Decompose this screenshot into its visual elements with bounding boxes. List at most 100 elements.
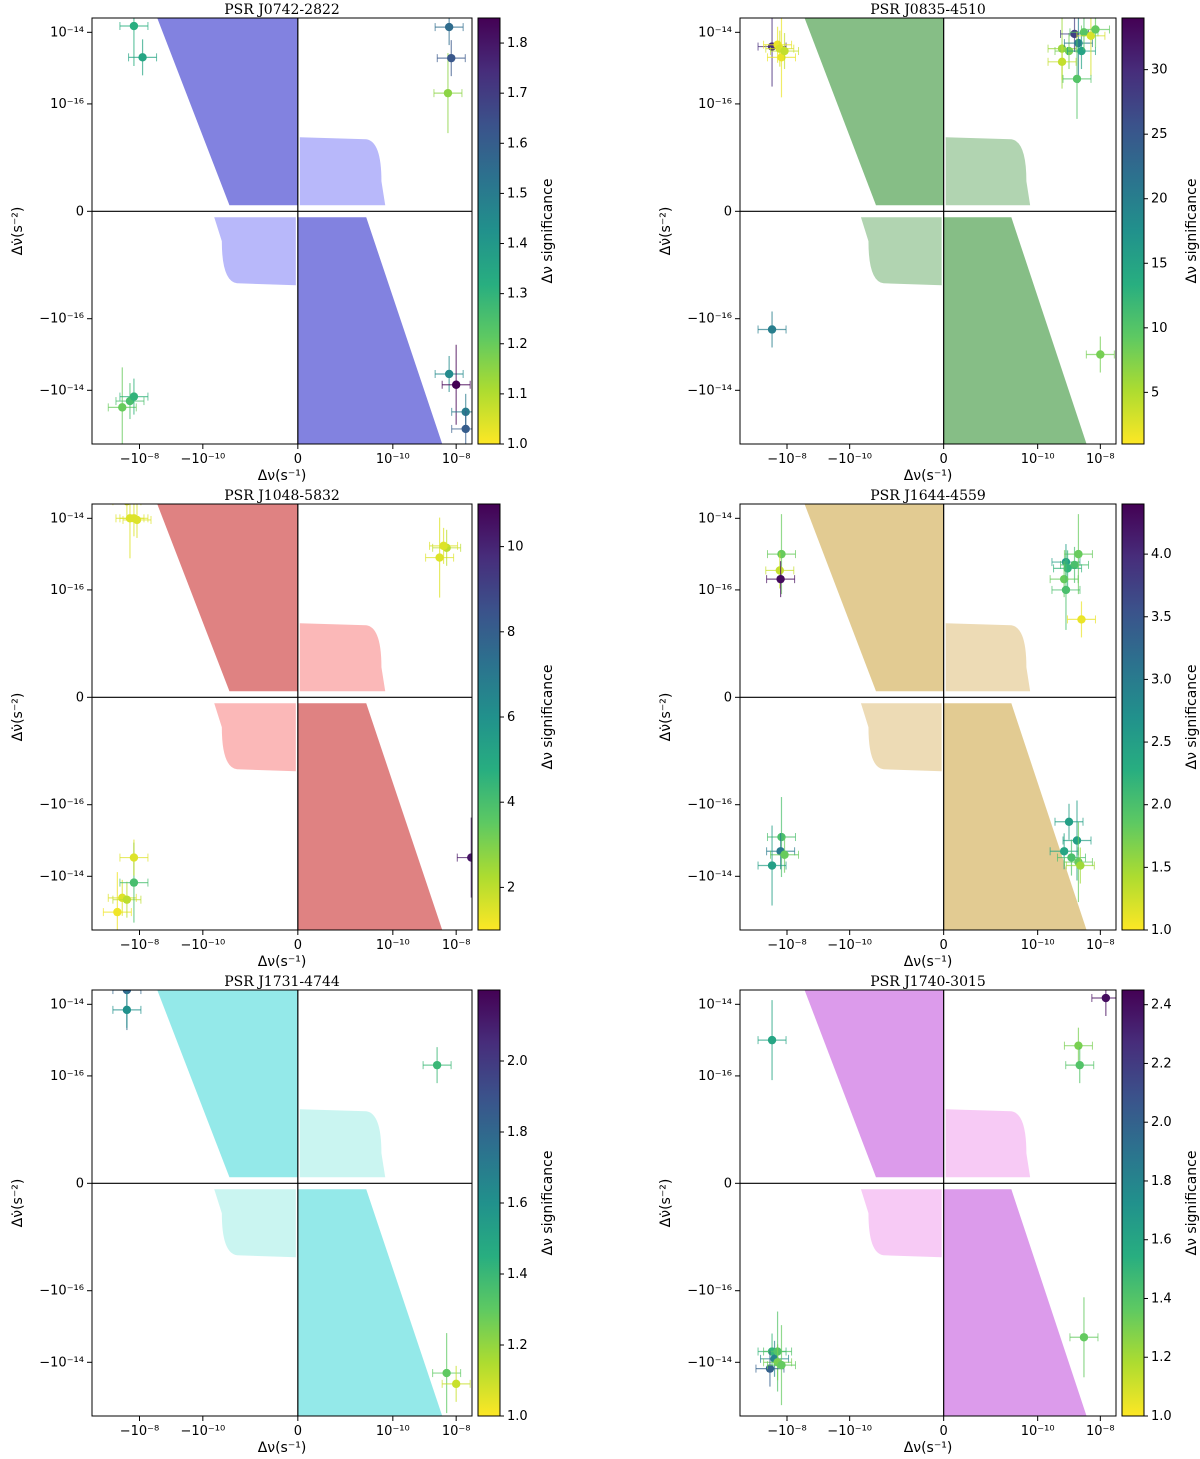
x-tick-label: 0 <box>940 1424 948 1439</box>
y-tick-label: 10⁻¹⁴ <box>698 997 732 1012</box>
y-axis-label: Δν̇(s⁻²) <box>10 1179 26 1228</box>
x-tick-label: −10⁻¹⁰ <box>827 938 872 953</box>
colorbar-tick-label: 30 <box>1151 63 1168 78</box>
y-tick-label: −10⁻¹⁴ <box>39 383 84 398</box>
data-point <box>112 991 142 1028</box>
region-lower-right <box>943 1189 1087 1416</box>
region-upper-left <box>804 18 944 206</box>
panel-title: PSR J1740-3015 <box>870 974 986 990</box>
y-tick-label: 0 <box>724 690 732 705</box>
panel-4: PSR J1644-4559 −10⁻⁸ −10⁻¹⁰ 0 10⁻¹⁰ 10⁻⁸ Δν(s⁻… <box>658 488 1200 970</box>
x-tick-label: 10⁻¹⁰ <box>1021 1424 1055 1439</box>
data-point <box>119 839 149 876</box>
colorbar-tick-label: 10 <box>1151 321 1168 336</box>
y-tick-label: 0 <box>724 204 732 219</box>
colorbar-tick-label: 1.6 <box>1151 1233 1172 1248</box>
data-point <box>1076 18 1106 76</box>
plot-area <box>92 990 472 1416</box>
axes-frame <box>739 989 1117 1417</box>
x-tick-label: 10⁻⁸ <box>1086 1424 1115 1439</box>
colorbar-tick-label: 1.6 <box>507 1196 528 1211</box>
y-axis-label: Δν̇(s⁻²) <box>10 207 26 256</box>
data-point <box>1069 1297 1099 1378</box>
data-point <box>422 1047 452 1084</box>
plot-area <box>740 504 1116 930</box>
x-tick-label: −10⁻⁸ <box>120 938 160 953</box>
axes-frame <box>91 989 473 1417</box>
region-upper-left <box>804 990 944 1178</box>
data-point <box>119 18 149 67</box>
colorbar-tick-label: 3.5 <box>1151 610 1172 625</box>
y-tick-label: 0 <box>76 1176 84 1191</box>
colorbar-tick-label: 1.2 <box>1151 1350 1172 1365</box>
region-upper-right <box>299 137 386 206</box>
data-point <box>1063 18 1093 84</box>
region-lower-left <box>214 217 296 286</box>
region-lower-left <box>860 217 942 286</box>
region-lower-left <box>214 1189 296 1258</box>
data-point <box>436 40 466 77</box>
plot-area <box>740 990 1116 1416</box>
data-point <box>757 1000 787 1081</box>
y-tick-label: 10⁻¹⁶ <box>50 97 84 112</box>
region-upper-left <box>157 990 298 1178</box>
x-tick-label: −10⁻⁸ <box>120 452 160 467</box>
data-point <box>434 18 464 46</box>
x-tick-label: 10⁻¹⁰ <box>376 452 410 467</box>
x-tick-label: −10⁻¹⁰ <box>827 1424 872 1439</box>
x-tick-label: −10⁻¹⁰ <box>180 938 225 953</box>
colorbar-tick-label: 1.3 <box>507 287 528 302</box>
x-tick-label: 10⁻⁸ <box>1086 938 1115 953</box>
region-lower-left <box>214 703 296 772</box>
x-tick-label: 10⁻⁸ <box>1086 452 1115 467</box>
y-axis-label: Δν̇(s⁻²) <box>658 693 674 742</box>
x-tick-label: −10⁻⁸ <box>120 1424 160 1439</box>
x-tick-label: 10⁻¹⁰ <box>376 938 410 953</box>
data-point <box>1065 847 1095 884</box>
y-tick-label: −10⁻¹⁴ <box>39 869 84 884</box>
colorbar <box>1121 17 1145 445</box>
colorbar-tick-label: 1.8 <box>507 36 528 51</box>
colorbar-tick-label: 2.0 <box>507 1054 528 1069</box>
data-point <box>441 1365 471 1402</box>
data-point <box>425 517 455 598</box>
data-point <box>1054 803 1084 840</box>
data-point <box>1091 990 1116 1017</box>
colorbar <box>477 989 501 1417</box>
colorbar-tick-label: 6 <box>507 710 515 725</box>
panel-2: PSR J0835-4510 −10⁻⁸ −10⁻¹⁰ 0 10⁻¹⁰ 10⁻⁸ Δν(s⁻… <box>658 2 1200 484</box>
colorbar-tick-label: 4.0 <box>1151 547 1172 562</box>
region-lower-right <box>297 217 443 444</box>
region-lower-right <box>297 703 443 930</box>
colorbar-tick-label: 8 <box>507 625 515 640</box>
region-upper-right <box>299 1109 386 1178</box>
x-tick-label: −10⁻¹⁰ <box>180 452 225 467</box>
data-point <box>1063 1027 1093 1064</box>
x-tick-label: 0 <box>940 452 948 467</box>
data-point <box>1080 18 1110 48</box>
region-upper-right <box>945 623 1031 692</box>
data-point <box>770 836 800 873</box>
colorbar-label: Δν significance <box>1184 665 1200 770</box>
colorbar-tick-label: 1.4 <box>1151 1291 1172 1306</box>
colorbar-tick-label: 2.5 <box>1151 735 1172 750</box>
region-lower-right <box>943 217 1087 444</box>
panel-title: PSR J1048-5832 <box>224 488 340 504</box>
colorbar-tick-label: 3.0 <box>1151 672 1172 687</box>
panel-5: PSR J1731-4744 −10⁻⁸ −10⁻¹⁰ 0 10⁻¹⁰ 10⁻⁸ Δν(s⁻… <box>10 974 556 1456</box>
y-tick-label: −10⁻¹⁶ <box>39 1284 84 1299</box>
colorbar-label: Δν significance <box>1184 179 1200 284</box>
axes-frame <box>91 503 473 931</box>
data-point <box>1065 1047 1095 1084</box>
colorbar <box>1121 503 1145 931</box>
plot-area <box>92 18 472 444</box>
region-lower-left <box>860 1189 942 1258</box>
plot-area <box>92 504 472 930</box>
data-point <box>1051 549 1081 630</box>
data-point <box>766 561 796 598</box>
colorbar-tick-label: 1.4 <box>507 237 528 252</box>
region-upper-left <box>157 504 298 692</box>
region-lower-right <box>943 703 1087 930</box>
y-tick-label: 10⁻¹⁶ <box>50 1069 84 1084</box>
